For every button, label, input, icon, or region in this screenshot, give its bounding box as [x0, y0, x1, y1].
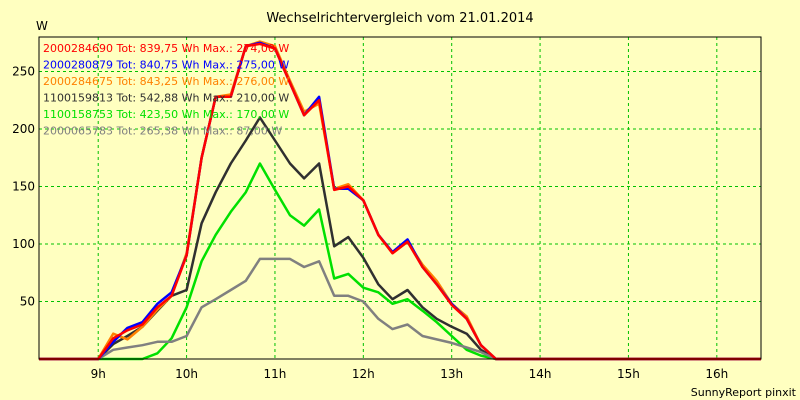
legend-entry: 2000284675 Tot: 843,25 Wh Max.: 276,00 W [43, 75, 289, 88]
legend-entry: 2000065783 Tot: 265,38 Wh Max.: 87,00 W [43, 125, 282, 138]
footer-credit: SunnyReport pinxit [691, 386, 797, 399]
y-axis-label: W [36, 19, 48, 33]
legend: 2000284690 Tot: 839,75 Wh Max.: 274,00 W… [43, 42, 289, 138]
x-tick-label: 10h [175, 367, 198, 381]
x-tick-label: 9h [91, 367, 106, 381]
y-tick-label: 250 [12, 65, 35, 79]
x-tick-label: 14h [529, 367, 552, 381]
x-tick-label: 16h [705, 367, 728, 381]
legend-entry: 1100158753 Tot: 423,50 Wh Max.: 170,00 W [43, 108, 289, 121]
plot-frame [38, 36, 762, 360]
x-tick-label: 12h [352, 367, 375, 381]
legend-entry: 2000284690 Tot: 839,75 Wh Max.: 274,00 W [43, 42, 289, 55]
x-tick-label: 11h [264, 367, 287, 381]
tick-layer: 50 100 150 200 250 9h 10h 11h 12h 13h 14h 15h 16h [12, 65, 728, 382]
x-tick-label: 13h [440, 367, 463, 381]
legend-entry: 1100159813 Tot: 542,88 Wh Max.: 210,00 W [43, 92, 289, 105]
chart-title: Wechselrichtervergleich vom 21.01.2014 [266, 11, 533, 26]
y-tick-label: 50 [20, 295, 35, 309]
legend-entry: 2000280879 Tot: 840,75 Wh Max.: 275,00 W [43, 59, 289, 72]
x-tick-label: 15h [617, 367, 640, 381]
y-tick-label: 100 [12, 237, 35, 251]
y-tick-label: 200 [12, 122, 35, 136]
y-tick-label: 150 [12, 180, 35, 194]
